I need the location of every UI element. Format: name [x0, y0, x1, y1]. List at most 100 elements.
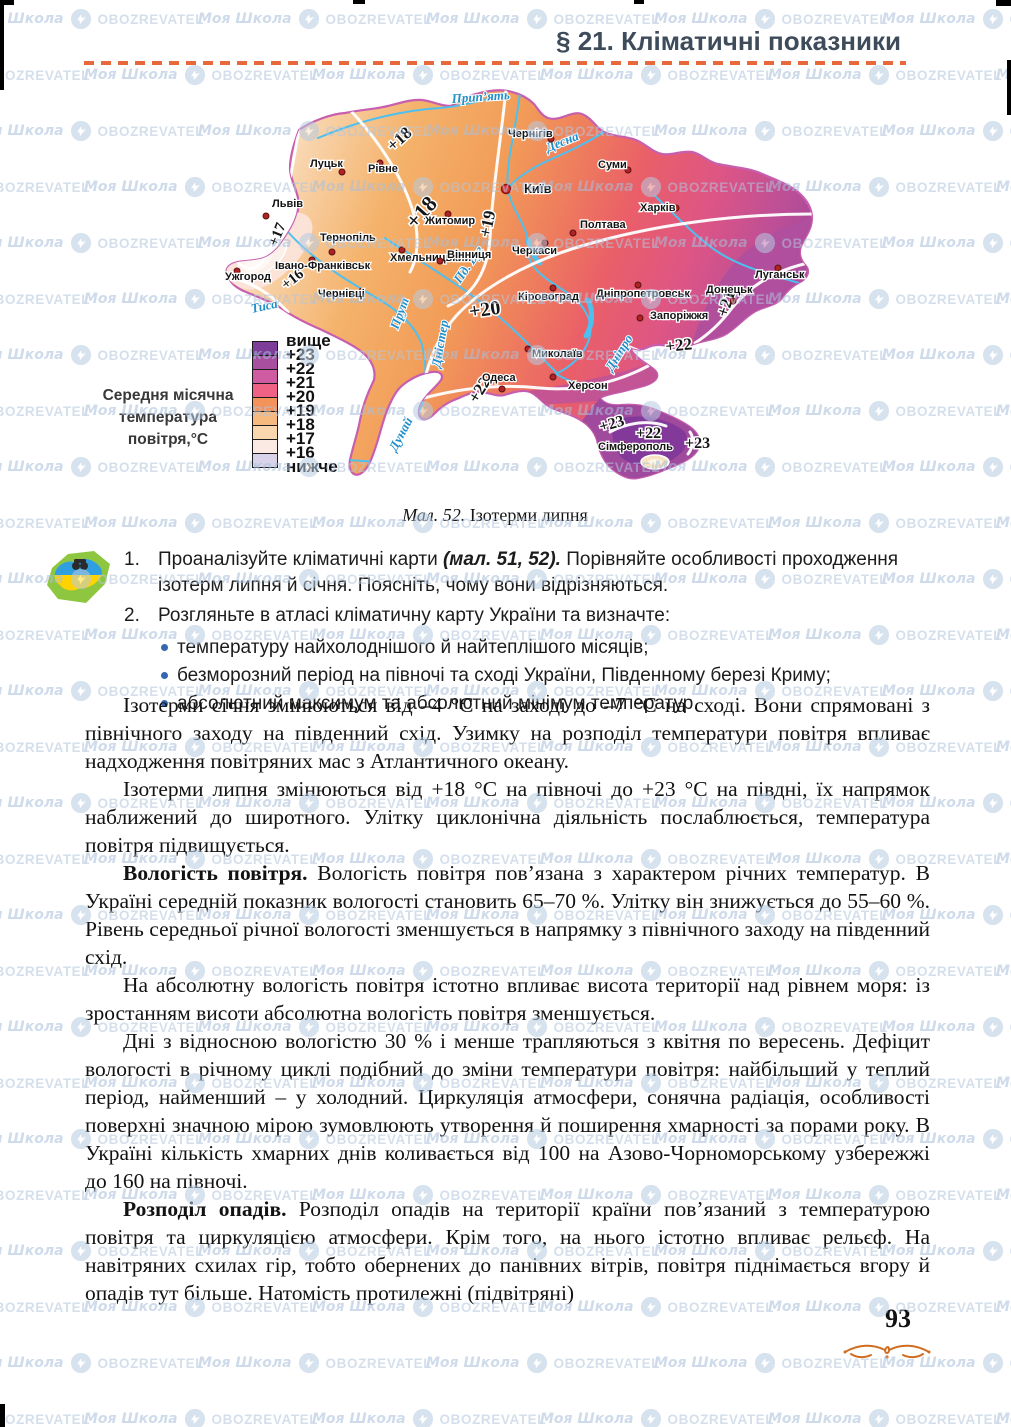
brand-logo-icon — [298, 1352, 320, 1374]
ukraine-tasks-icon — [44, 548, 114, 606]
city-dot — [634, 281, 642, 289]
paragraph: Ізотерми січня змінюються від –4 °С на з… — [85, 693, 930, 773]
city-label: Луганськ — [755, 269, 805, 281]
legend-label: нижче — [286, 457, 338, 476]
city-marker: Львів — [262, 197, 305, 220]
river-label: Прип’ять — [450, 87, 510, 106]
city-dot — [262, 212, 270, 220]
city-marker: Ужгород — [224, 267, 272, 284]
scan-artifact — [0, 0, 14, 5]
body-text: Ізотерми січня змінюються від –4 °С на з… — [85, 691, 930, 1307]
city-marker: Луцьк — [309, 157, 346, 176]
city-dot — [358, 287, 366, 295]
paragraph: Дні з відносною вологістю 30 % і менше т… — [85, 1029, 930, 1193]
city-label: Луцьк — [310, 158, 343, 170]
city-dot — [672, 204, 680, 212]
paragraph: Вологість повітря. Вологість повітря пов… — [85, 861, 930, 969]
legend-scale: вище +23 +22 +21 +20 +19 +18 +17 +16 нижче — [252, 332, 362, 491]
city-label: Запоріжжя — [650, 310, 708, 322]
city-marker: Тернопіль — [319, 231, 377, 256]
city-marker: Луганськ — [754, 264, 806, 282]
figure-title: Ізотерми липня — [465, 505, 588, 525]
brand-logo-icon — [184, 1408, 206, 1427]
legend-swatch — [252, 439, 278, 454]
city-label: Рівне — [368, 163, 398, 175]
city-marker: Запоріжжя — [636, 309, 709, 323]
city-dot — [618, 440, 626, 448]
tasks-block: 1. Проаналізуйте кліматичні карти (мал. … — [124, 547, 906, 718]
dashed-divider — [84, 61, 906, 65]
city-label: Одеса — [482, 372, 516, 384]
legend-swatch — [252, 369, 278, 384]
task-number: 2. — [124, 605, 140, 626]
scan-artifact — [0, 0, 4, 90]
city-label: Полтава — [580, 219, 626, 231]
city-marker: Івано-Франківськ — [274, 256, 372, 273]
paragraph-lead: Розподіл опадів. — [123, 1197, 287, 1221]
city-dot — [636, 314, 644, 322]
city-marker: Полтава — [569, 218, 628, 237]
brand-logo-icon — [982, 680, 1004, 702]
city-label: Суми — [598, 159, 627, 171]
city-marker: Одеса — [481, 371, 518, 393]
city-marker: Рівне — [367, 159, 399, 176]
footer-ornament — [843, 1344, 931, 1359]
brand-logo-icon — [754, 1352, 776, 1374]
city-marker: Чернігів — [507, 127, 555, 143]
city-dot — [398, 246, 406, 254]
legend-swatch — [252, 383, 278, 398]
city-dot — [729, 297, 737, 305]
city-label: Львів — [272, 198, 303, 210]
legend-title: Середня місячна температура повітря,°С — [88, 385, 248, 451]
brand-logo-icon — [982, 1352, 1004, 1374]
figure-number: Мал. 52. — [402, 505, 466, 525]
city-label: Херсон — [568, 380, 608, 392]
page-number: 93 — [885, 1304, 911, 1333]
city-label: Київ — [524, 181, 552, 196]
city-dot — [500, 183, 512, 195]
city-label: Тернопіль — [320, 232, 376, 244]
city-dot — [233, 267, 241, 275]
legend-label: +19 — [286, 401, 315, 420]
legend-swatch — [252, 425, 278, 440]
city-label: Чернівці — [318, 288, 365, 300]
legend-label: +17 — [286, 429, 315, 448]
city-label: Івано-Франківськ — [275, 260, 371, 272]
task-item-2: 2. Розгляньте в атласі кліматичну карту … — [124, 603, 906, 629]
isotherm-value-label: +22 — [664, 334, 693, 356]
city-dot — [624, 166, 632, 174]
city-marker: Херсон — [549, 373, 609, 393]
binoculars-icon — [72, 559, 88, 570]
legend-swatch — [252, 453, 278, 468]
city-marker: Чернівці — [317, 287, 366, 302]
scan-artifact — [0, 1404, 5, 1427]
city-dot — [774, 264, 782, 272]
task-text: Проаналізуйте кліматичні карти (мал. 51,… — [158, 549, 899, 596]
isotherm-value-label: +22 — [636, 425, 661, 442]
city-label: Чернігів — [508, 128, 553, 140]
city-dot — [569, 229, 577, 237]
page-title: § 21. Кліматичні показники — [556, 26, 901, 56]
city-dot — [308, 256, 316, 264]
task-text: Розгляньте в атласі кліматичну карту Укр… — [158, 605, 671, 626]
paragraph-lead: Вологість повітря. — [123, 861, 308, 885]
task-number: 1. — [124, 549, 140, 570]
isotherm-lines — [230, 90, 813, 456]
brand-logo-icon — [412, 1408, 434, 1427]
river-label: Дунай — [385, 415, 416, 455]
city-label: Житомир — [424, 215, 475, 227]
brand-logo-icon — [982, 1016, 1004, 1038]
city-dot — [524, 345, 532, 353]
legend-label: +20 — [286, 387, 315, 406]
paragraph: Ізотерми липня змінюються від +18 °С на … — [85, 777, 930, 857]
